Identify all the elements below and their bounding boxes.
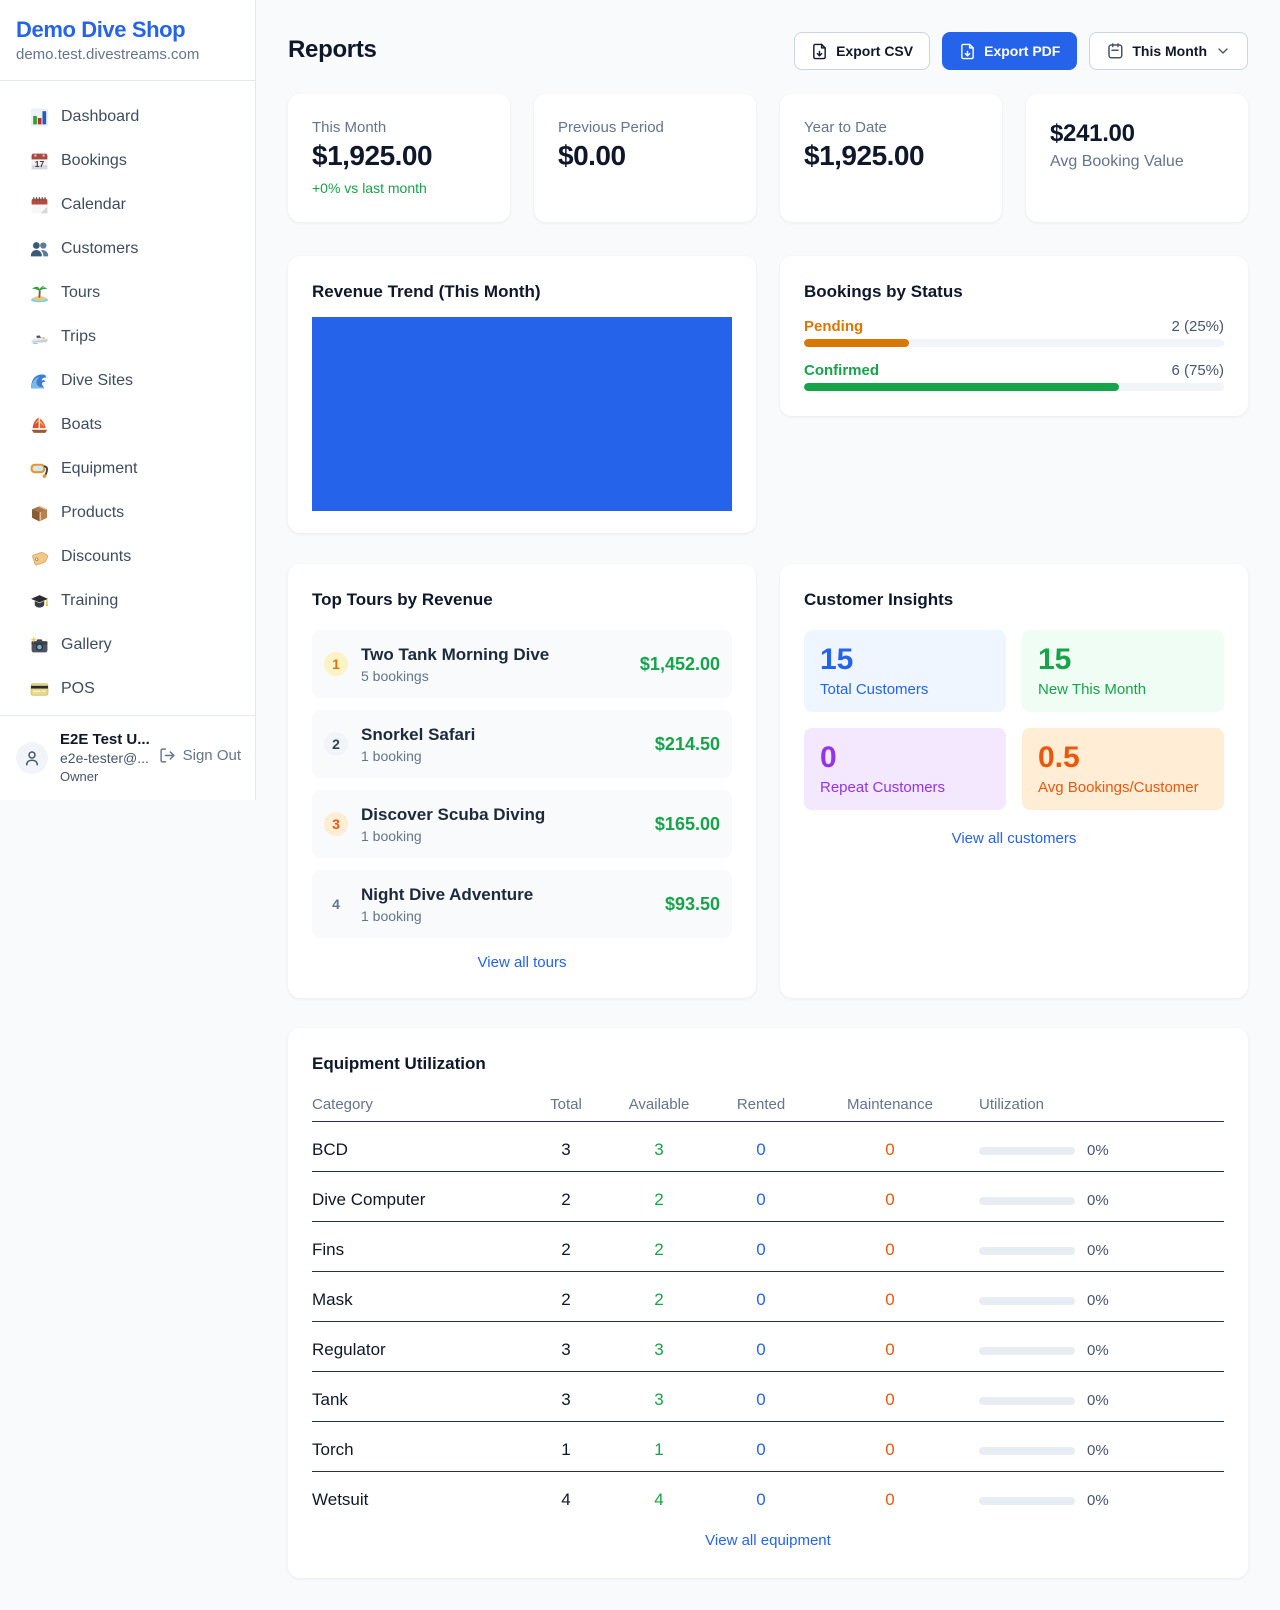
svg-text:17: 17 (35, 158, 45, 168)
